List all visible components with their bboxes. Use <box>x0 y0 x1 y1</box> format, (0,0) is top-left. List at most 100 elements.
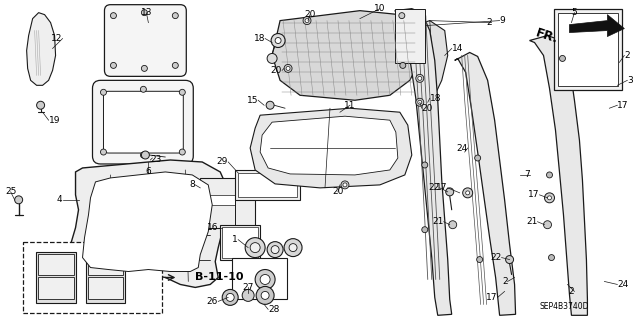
Circle shape <box>418 76 422 80</box>
Circle shape <box>36 101 45 109</box>
Circle shape <box>100 149 106 155</box>
Text: 17: 17 <box>618 101 629 110</box>
Text: 20: 20 <box>422 104 433 113</box>
Text: 16: 16 <box>207 223 218 232</box>
Bar <box>238 173 297 197</box>
Circle shape <box>111 63 116 68</box>
Circle shape <box>422 162 428 168</box>
Bar <box>559 13 618 86</box>
Text: 26: 26 <box>207 297 218 306</box>
Text: 18: 18 <box>253 34 265 43</box>
Circle shape <box>15 196 22 204</box>
Text: 6: 6 <box>145 167 151 176</box>
Circle shape <box>255 270 275 289</box>
Circle shape <box>140 86 147 92</box>
Circle shape <box>416 98 424 106</box>
Circle shape <box>222 289 238 305</box>
Polygon shape <box>250 108 412 188</box>
Circle shape <box>242 289 254 301</box>
Text: 24: 24 <box>618 280 628 289</box>
Text: 14: 14 <box>452 44 463 53</box>
FancyBboxPatch shape <box>104 5 186 76</box>
Circle shape <box>141 65 147 71</box>
Text: 3: 3 <box>627 76 633 85</box>
Text: 20: 20 <box>271 66 282 75</box>
Text: 2: 2 <box>569 287 575 296</box>
Text: 11: 11 <box>344 101 356 110</box>
Circle shape <box>250 243 260 253</box>
Circle shape <box>100 89 106 95</box>
Circle shape <box>256 286 274 304</box>
Text: 1: 1 <box>232 235 238 244</box>
Text: 10: 10 <box>374 4 386 13</box>
Circle shape <box>179 149 186 155</box>
Circle shape <box>260 274 270 285</box>
Circle shape <box>172 13 179 19</box>
Circle shape <box>289 244 297 252</box>
Bar <box>36 252 76 303</box>
Polygon shape <box>570 15 625 37</box>
Circle shape <box>463 188 473 198</box>
FancyBboxPatch shape <box>93 80 193 164</box>
Bar <box>88 254 124 276</box>
Bar <box>395 9 425 63</box>
Bar <box>200 195 235 205</box>
Text: SEP4B3740D: SEP4B3740D <box>540 302 589 311</box>
Bar <box>235 170 300 200</box>
Text: 12: 12 <box>51 34 63 43</box>
Circle shape <box>275 38 281 43</box>
Text: 22: 22 <box>429 183 440 192</box>
FancyBboxPatch shape <box>104 91 183 153</box>
Bar <box>232 257 287 300</box>
Circle shape <box>445 188 454 196</box>
Text: 29: 29 <box>217 158 228 167</box>
Circle shape <box>416 74 424 82</box>
Text: B-11-10: B-11-10 <box>195 272 244 283</box>
Text: 21: 21 <box>526 217 538 226</box>
Circle shape <box>543 221 552 229</box>
Circle shape <box>545 193 554 203</box>
Text: 19: 19 <box>49 116 60 125</box>
Circle shape <box>245 238 265 257</box>
Text: 22: 22 <box>490 253 502 262</box>
Text: 9: 9 <box>500 16 506 25</box>
Circle shape <box>548 255 554 261</box>
Text: 18: 18 <box>430 94 441 103</box>
Bar <box>554 9 622 90</box>
Polygon shape <box>415 21 448 100</box>
Circle shape <box>140 152 147 158</box>
Circle shape <box>271 246 279 254</box>
Circle shape <box>303 17 311 25</box>
Bar <box>86 252 125 303</box>
Text: 20: 20 <box>305 10 316 19</box>
Text: 27: 27 <box>243 283 254 292</box>
Circle shape <box>111 13 116 19</box>
Text: 21: 21 <box>433 217 444 226</box>
Circle shape <box>271 33 285 48</box>
Circle shape <box>286 66 290 70</box>
Circle shape <box>475 155 481 161</box>
Circle shape <box>422 227 428 233</box>
Bar <box>222 227 258 257</box>
Polygon shape <box>83 172 212 271</box>
Circle shape <box>172 63 179 68</box>
Circle shape <box>141 10 147 16</box>
Circle shape <box>305 19 309 23</box>
Bar <box>22 241 163 313</box>
Polygon shape <box>260 116 398 175</box>
Circle shape <box>266 101 274 109</box>
Circle shape <box>547 196 552 200</box>
Circle shape <box>547 172 552 178</box>
Polygon shape <box>27 13 56 85</box>
Text: 2: 2 <box>625 51 630 60</box>
Polygon shape <box>68 160 228 287</box>
Circle shape <box>284 239 302 256</box>
Circle shape <box>506 256 513 263</box>
Text: 24: 24 <box>456 144 468 152</box>
Circle shape <box>466 191 470 195</box>
Text: 17: 17 <box>436 183 448 192</box>
Circle shape <box>141 151 149 159</box>
Circle shape <box>261 292 269 300</box>
Text: 13: 13 <box>141 8 152 17</box>
Circle shape <box>267 241 283 257</box>
